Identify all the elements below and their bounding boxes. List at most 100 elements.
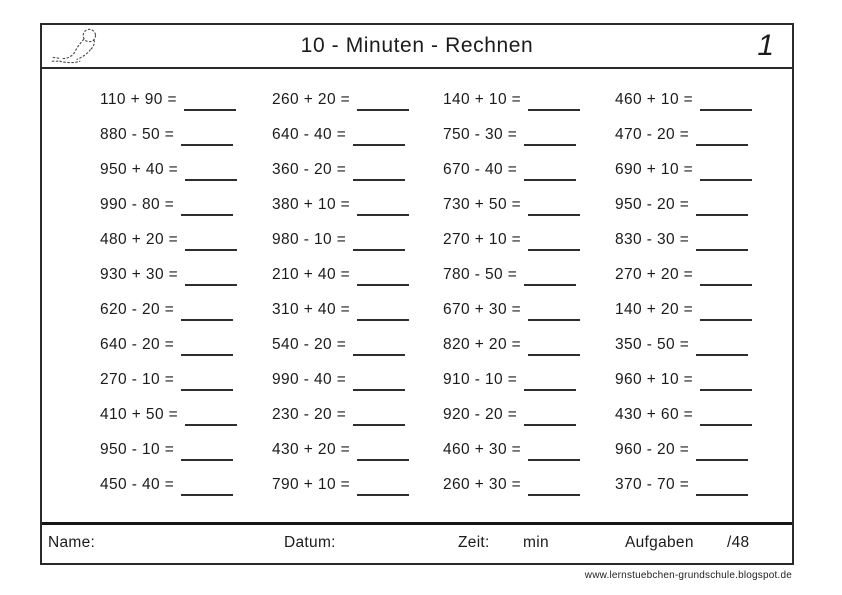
problem-expression: 990 - 80 = (100, 195, 175, 213)
answer-blank (696, 235, 749, 251)
problem-cell: 470 - 20 = (615, 126, 792, 146)
problem-cell: 820 + 20 = (443, 336, 615, 356)
problem-cell: 620 - 20 = (100, 301, 272, 321)
answer-blank (524, 165, 577, 181)
answer-blank (181, 305, 234, 321)
problem-cell: 380 + 10 = (272, 196, 443, 216)
mouse-sketch-icon (42, 27, 126, 65)
answer-blank (353, 235, 406, 251)
answer-blank (528, 445, 581, 461)
answer-blank (353, 340, 406, 356)
answer-blank (353, 165, 406, 181)
answer-blank (700, 305, 753, 321)
problem-expression: 930 + 30 = (100, 265, 179, 283)
answer-blank (700, 410, 753, 426)
problem-cell: 430 + 60 = (615, 406, 792, 426)
problem-cell: 640 - 20 = (100, 336, 272, 356)
worksheet-sheet: 10 - Minuten - Rechnen 1 110 + 90 = 260 +… (40, 23, 794, 565)
problem-cell: 670 - 40 = (443, 161, 615, 181)
answer-blank (528, 305, 581, 321)
problem-expression: 230 - 20 = (272, 405, 347, 423)
problem-expression: 370 - 70 = (615, 475, 690, 493)
problem-expression: 270 - 10 = (100, 370, 175, 388)
problem-cell: 310 + 40 = (272, 301, 443, 321)
problem-expression: 270 + 10 = (443, 230, 522, 248)
problem-expression: 790 + 10 = (272, 475, 351, 493)
answer-blank (700, 270, 753, 286)
answer-blank (357, 305, 410, 321)
problem-expression: 950 - 10 = (100, 440, 175, 458)
answer-blank (181, 445, 234, 461)
problem-cell: 540 - 20 = (272, 336, 443, 356)
problem-expression: 620 - 20 = (100, 300, 175, 318)
problem-expression: 830 - 30 = (615, 230, 690, 248)
problem-expression: 410 + 50 = (100, 405, 179, 423)
answer-blank (696, 480, 749, 496)
problem-cell: 730 + 50 = (443, 196, 615, 216)
problem-expression: 960 + 10 = (615, 370, 694, 388)
answer-blank (353, 130, 406, 146)
problem-expression: 260 + 30 = (443, 475, 522, 493)
answer-blank (181, 200, 234, 216)
problem-cell: 950 - 10 = (100, 441, 272, 461)
aufgaben-label: Aufgaben (625, 534, 694, 551)
problem-expression: 980 - 10 = (272, 230, 347, 248)
answer-blank (357, 480, 410, 496)
problem-cell: 640 - 40 = (272, 126, 443, 146)
problem-cell: 270 + 10 = (443, 231, 615, 251)
problem-cell: 460 + 10 = (615, 91, 792, 111)
answer-blank (357, 95, 410, 111)
problem-cell: 790 + 10 = (272, 476, 443, 496)
problem-cell: 930 + 30 = (100, 266, 272, 286)
problem-cell: 140 + 10 = (443, 91, 615, 111)
problem-cell: 110 + 90 = (100, 91, 272, 111)
problem-expression: 640 - 20 = (100, 335, 175, 353)
problem-cell: 450 - 40 = (100, 476, 272, 496)
problem-cell: 410 + 50 = (100, 406, 272, 426)
answer-blank (181, 130, 234, 146)
problem-expression: 950 - 20 = (615, 195, 690, 213)
problem-cell: 780 - 50 = (443, 266, 615, 286)
problem-expression: 950 + 40 = (100, 160, 179, 178)
problem-expression: 210 + 40 = (272, 265, 351, 283)
datum-label: Datum: (284, 534, 336, 551)
answer-blank (700, 375, 753, 391)
problem-cell: 360 - 20 = (272, 161, 443, 181)
problem-cell: 960 + 10 = (615, 371, 792, 391)
page-title: 10 - Minuten - Rechnen (300, 34, 534, 57)
problem-expression: 140 + 20 = (615, 300, 694, 318)
problem-expression: 360 - 20 = (272, 160, 347, 178)
answer-blank (528, 235, 581, 251)
problem-expression: 820 + 20 = (443, 335, 522, 353)
problem-expression: 480 + 20 = (100, 230, 179, 248)
problem-cell: 260 + 30 = (443, 476, 615, 496)
answer-blank (183, 95, 236, 111)
problem-cell: 950 + 40 = (100, 161, 272, 181)
problem-cell: 690 + 10 = (615, 161, 792, 181)
problem-cell: 990 - 40 = (272, 371, 443, 391)
problem-expression: 780 - 50 = (443, 265, 518, 283)
answer-blank (528, 340, 581, 356)
answer-blank (528, 200, 581, 216)
answer-blank (528, 480, 581, 496)
problem-cell: 980 - 10 = (272, 231, 443, 251)
problem-cell: 270 + 20 = (615, 266, 792, 286)
problem-expression: 880 - 50 = (100, 125, 175, 143)
problem-cell: 260 + 20 = (272, 91, 443, 111)
answer-blank (696, 200, 749, 216)
problem-expression: 380 + 10 = (272, 195, 351, 213)
problem-cell: 140 + 20 = (615, 301, 792, 321)
problem-expression: 670 - 40 = (443, 160, 518, 178)
problem-expression: 690 + 10 = (615, 160, 694, 178)
problem-expression: 450 - 40 = (100, 475, 175, 493)
answer-blank (528, 95, 581, 111)
problem-cell: 880 - 50 = (100, 126, 272, 146)
problem-expression: 140 + 10 = (443, 90, 522, 108)
problem-expression: 310 + 40 = (272, 300, 351, 318)
answer-blank (524, 410, 577, 426)
answer-blank (185, 165, 238, 181)
sheet-footer: Name: Datum: Zeit: min Aufgaben /48 (42, 522, 792, 563)
answer-blank (357, 270, 410, 286)
problem-expression: 350 - 50 = (615, 335, 690, 353)
name-label: Name: (48, 534, 96, 551)
